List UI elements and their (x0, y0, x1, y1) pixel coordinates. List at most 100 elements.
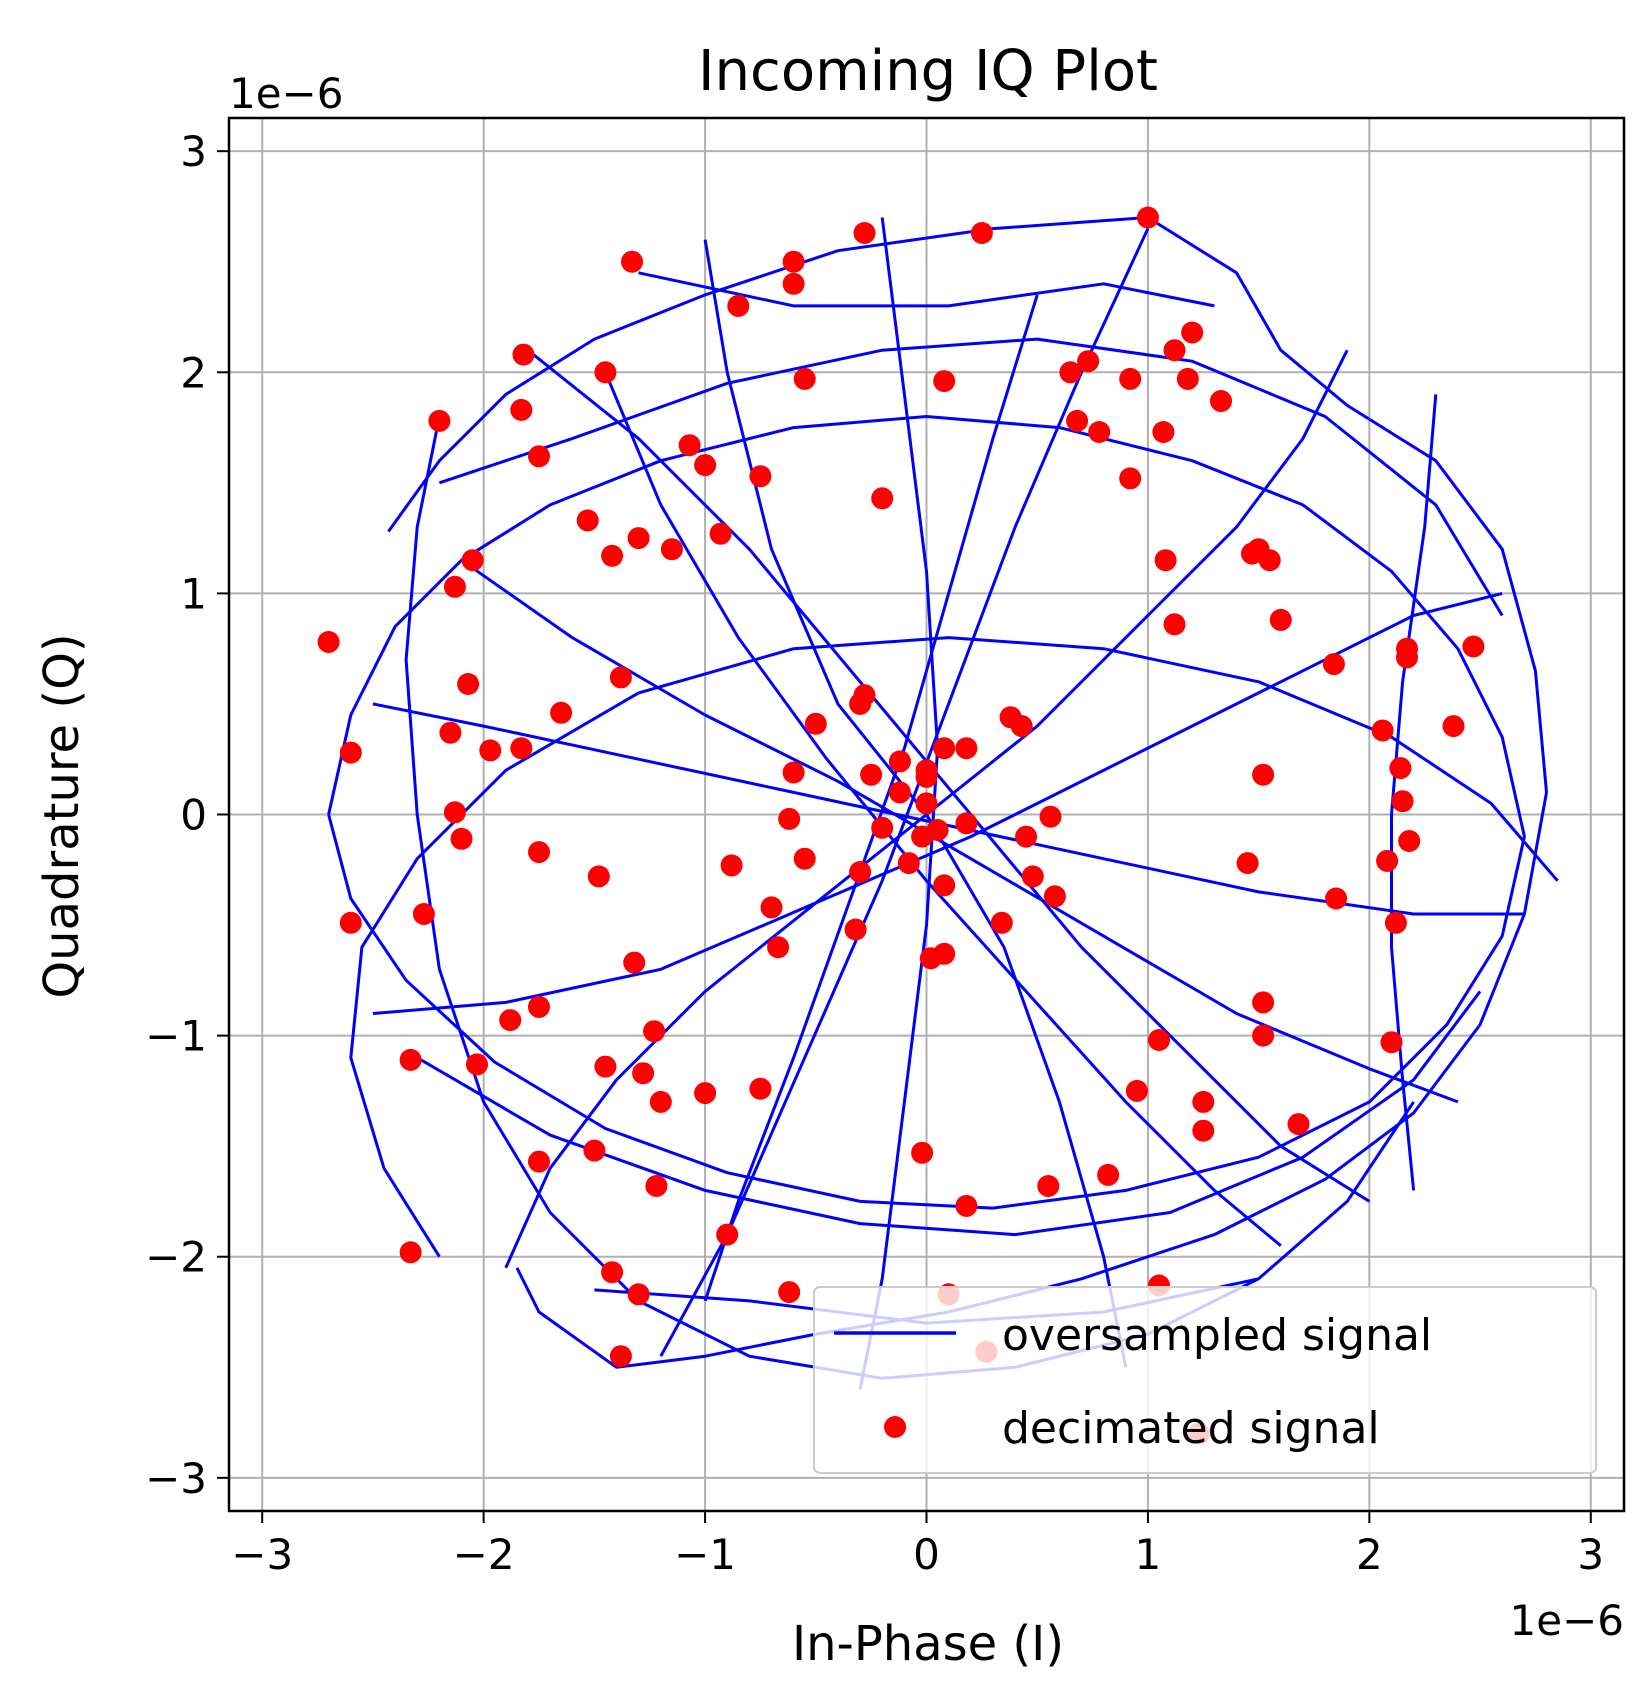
oversampled-signal-trace (526, 349, 1371, 1203)
decimated-signal-point (849, 692, 872, 715)
decimated-signal-point (412, 903, 435, 925)
y-axis-label: Quadrature (Q) (34, 633, 90, 998)
decimated-signal-point (1136, 206, 1159, 229)
decimated-signal-point (461, 549, 484, 572)
oversampled-signal-trace (703, 239, 1128, 1368)
decimated-signal-point (915, 792, 938, 815)
decimated-signal-point (694, 454, 717, 477)
decimated-signal-point (1210, 390, 1232, 412)
decimated-signal-point (512, 343, 535, 366)
decimated-signal-point (594, 361, 617, 384)
decimated-signal-point (782, 272, 805, 295)
decimated-signal-point (911, 825, 934, 848)
decimated-signal-point (782, 761, 805, 784)
decimated-signal-point (1442, 715, 1465, 738)
decimated-signal-point (804, 712, 827, 735)
decimated-signal-point (1241, 542, 1263, 565)
decimated-signal-point (339, 741, 362, 764)
decimated-signal-point (1176, 367, 1199, 390)
decimated-signal-point (528, 445, 550, 468)
decimated-signal-point (888, 781, 911, 804)
decimated-signal-point (550, 701, 573, 724)
decimated-signal-point (1192, 1119, 1215, 1142)
decimated-signal-point (1252, 763, 1275, 786)
legend-label-decimated: decimated signal (1002, 1403, 1380, 1454)
decimated-signal-point (1148, 1029, 1170, 1051)
decimated-signal-point (583, 1139, 606, 1162)
decimated-signal-point (955, 812, 978, 835)
decimated-signal-point (1380, 1031, 1403, 1054)
decimated-signal-point (694, 1082, 717, 1105)
y-tick-label: 1 (180, 569, 207, 618)
decimated-signal-point (528, 841, 550, 864)
decimated-signal-point (1269, 608, 1292, 631)
decimated-signal-point (888, 750, 911, 773)
decimated-signal-point (1059, 361, 1082, 384)
decimated-signal-point (933, 737, 956, 760)
decimated-signal-point (727, 294, 750, 317)
y-tick-label: 0 (180, 791, 207, 840)
decimated-signal-point (623, 951, 646, 974)
legend-dot-swatch (884, 1416, 906, 1438)
decimated-signal-point (443, 801, 466, 824)
decimated-signal-point (399, 1048, 422, 1071)
decimated-signal-point (1287, 1113, 1310, 1136)
decimated-signal-point (587, 865, 610, 888)
decimated-signal-point (782, 250, 805, 273)
decimated-signal-point (1376, 849, 1399, 872)
decimated-signal-point (1119, 367, 1142, 390)
decimated-signal-point (499, 1009, 522, 1032)
legend-label-oversampled: oversampled signal (1002, 1310, 1432, 1361)
oversampled-signal-trace (703, 294, 1039, 1302)
decimated-signal-point (749, 1077, 772, 1100)
chart-title: Incoming IQ Plot (698, 39, 1158, 104)
decimated-signal-point (1152, 421, 1175, 443)
decimated-signal-point (1163, 613, 1186, 636)
x-tick-label: 0 (913, 1530, 940, 1579)
oversampled-signal-trace (372, 591, 1503, 1015)
decimated-signal-point (660, 538, 683, 561)
decimated-signal-point (576, 509, 599, 532)
decimated-signal-point (760, 896, 783, 919)
decimated-signal-point (510, 398, 533, 421)
oversampled-signal-trace (460, 558, 1459, 1104)
y-tick-label: −2 (145, 1233, 207, 1282)
decimated-signal-point (609, 1345, 632, 1368)
decimated-signal-point (844, 918, 867, 941)
y-offset-text: 1e−6 (229, 69, 343, 118)
y-tick-label: 2 (180, 348, 207, 397)
decimated-signal-point (609, 666, 632, 689)
plot-area (317, 206, 1559, 1445)
decimated-signal-point (1125, 1079, 1148, 1102)
decimated-signal-point (1066, 409, 1089, 432)
decimated-signal-point (627, 1283, 650, 1306)
decimated-signal-point (339, 911, 362, 934)
legend-box (813, 1286, 1597, 1474)
x-offset-text: 1e−6 (1510, 1596, 1624, 1645)
decimated-signal-point (716, 1223, 739, 1246)
decimated-signal-point (479, 739, 502, 762)
decimated-signal-point (632, 1062, 655, 1085)
decimated-signal-point (601, 1261, 624, 1284)
decimated-signal-point (1037, 1175, 1060, 1197)
decimated-signal-point (649, 1090, 672, 1113)
decimated-signal-point (1088, 421, 1111, 443)
decimated-signal-point (1015, 825, 1038, 848)
decimated-signal-point (528, 1150, 550, 1173)
oversampled-signal-trace (372, 702, 1525, 916)
decimated-signal-point (1252, 1024, 1275, 1047)
decimated-signal-point (1163, 339, 1186, 362)
decimated-signal-point (1396, 646, 1418, 669)
decimated-signal-point (793, 367, 816, 390)
decimated-signal-point (955, 1194, 978, 1217)
decimated-signal-point (399, 1241, 422, 1264)
x-tick-label: −2 (453, 1530, 515, 1579)
oversampled-signal-trace (387, 216, 1548, 1369)
decimated-signal-point (853, 222, 876, 244)
decimated-signal-point (627, 527, 650, 550)
decimated-signal-point (528, 995, 550, 1018)
x-tick-label: −1 (674, 1530, 736, 1579)
decimated-signal-point (643, 1020, 666, 1043)
legend: oversampled signal decimated signal (813, 1286, 1597, 1474)
axis-ticks: −3 −2 −1 0 1 2 3 −3 −2 −1 0 1 2 3 (145, 127, 1604, 1579)
